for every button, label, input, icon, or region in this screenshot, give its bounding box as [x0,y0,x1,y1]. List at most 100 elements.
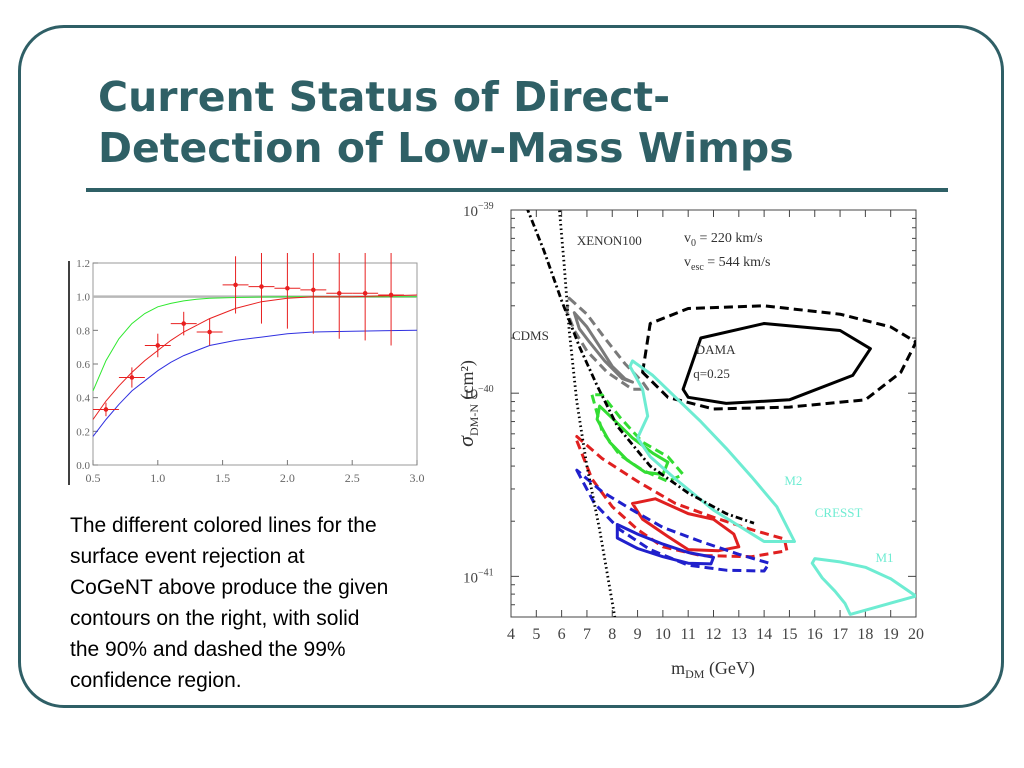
m2-contour-11 [628,359,796,543]
contour-9 [615,523,715,566]
contour-8 [575,435,789,559]
cdms-exclusion-line [526,210,755,525]
point-marker [311,287,316,293]
vesc-subscript: esc [691,262,704,273]
v0-symbol: v [684,231,691,246]
x-tick-label: 10 [655,626,671,643]
slide-title: Current Status of Direct- Detection of L… [98,72,898,174]
cogent-efficiency-chart: 0.0 0.2 0.4 0.6 0.8 1.0 1.2 0.5 1.0 1.5 2.0 2.5 3.0 [68,253,425,485]
x-axis-label-unit: (GeV) [704,658,754,679]
data-point [274,253,301,329]
caption-line-3: CoGeNT above produce the given [70,576,389,599]
slide-caption: The different colored lines for the surf… [70,510,465,696]
x-axis-label-sub: DM [685,667,705,681]
m1-contour-12 [810,557,916,616]
x-axis-label-m: m [671,658,685,678]
point-marker [362,291,368,296]
xenon100-label: XENON100 [577,233,642,248]
y-tick-label: 0.0 [76,460,90,472]
x-tick-label: 17 [832,626,848,643]
m2-label: M2 [784,473,802,488]
x-tick-label: 16 [807,626,823,643]
title-line-2: Detection of Low-Mass Wimps [98,124,794,172]
data-point [248,253,275,324]
v0-subscript: 0 [691,238,696,249]
x-tick-label: 2.0 [280,471,295,485]
x-tick-label: 12 [706,626,722,643]
x-tick-label: 9 [634,626,642,643]
point-marker [155,343,161,348]
y-tick-exponent: −39 [478,201,494,212]
x-tick-label: 0.5 [86,471,101,485]
y-tick-label: 0.4 [76,393,90,405]
vesc-value: = 544 km/s [704,255,771,270]
y-tick-mantissa: 10 [463,204,478,220]
caption-line-5: the 90% and dashed the 99% [70,638,346,661]
data-point [326,253,353,339]
x-tick-label: 8 [608,626,616,643]
y-tick-label: 0.8 [76,325,90,337]
x-tick-label: 7 [583,626,591,643]
x-tick-label: 2.5 [345,471,360,485]
data-point [300,253,327,334]
caption-line-4: contours on the right, with solid [70,607,360,630]
y-tick-label: 10−39 [463,201,494,220]
y-axis-label-sub: DM-N [467,404,481,436]
y-axis-label: σDM-N (cm²) [455,360,481,447]
y-tick-label: 0.2 [76,426,90,438]
series-line-3 [92,329,418,437]
x-axis-label: mDM (GeV) [671,658,755,681]
contour-5 [595,404,670,476]
point-marker [285,285,290,291]
title-line-1: Current Status of Direct- [98,73,671,121]
series-line-1 [92,296,417,392]
x-tick-label: 5 [532,626,540,643]
x-tick-label: 15 [781,626,797,643]
cresst-label: CRESST [815,505,863,520]
data-point [352,253,379,341]
contour-6 [590,393,685,483]
v0-value: = 220 km/s [696,231,763,246]
contour-3 [572,311,634,384]
x-tick-label: 11 [680,626,695,643]
y-tick-label: 1.2 [76,258,90,270]
y-tick-label: 10−40 [463,384,494,403]
y-tick-mantissa: 10 [463,570,478,586]
m1-label: M1 [876,550,894,565]
y-tick-label: 1.0 [76,292,90,304]
x-tick-label: 20 [908,626,924,643]
point-marker [103,407,109,412]
y-tick-exponent: −40 [478,384,494,395]
dama-label: DAMA [696,342,736,357]
title-underline [86,188,948,192]
y-tick-label: 0.6 [76,359,90,371]
contour-10 [575,468,771,573]
point-marker [207,329,212,335]
x-tick-label: 4 [507,626,515,643]
x-tick-label: 14 [756,626,772,643]
point-marker [336,291,342,296]
x-tick-label: 3.0 [410,471,425,485]
x-tick-label: 19 [883,626,899,643]
x-tick-label: 13 [731,626,747,643]
plot-area [526,210,916,617]
data-point [196,318,223,346]
y-axis-label-sigma: σ [455,435,478,447]
data-point [144,333,171,358]
vesc-annotation: vesc = 544 km/s [684,255,770,273]
series-line-2 [92,294,418,420]
data-point [222,256,249,314]
point-marker [388,292,394,298]
point-marker [181,321,187,326]
y-tick-exponent: −41 [478,567,494,578]
data-point [378,253,405,346]
x-tick-label: 1.5 [215,471,230,485]
data-point [118,367,145,388]
v0-annotation: v0 = 220 km/s [684,231,763,249]
point-marker [259,284,264,289]
x-tick-label: 6 [558,626,566,643]
xenon100-exclusion-line [558,210,617,617]
data-point [170,311,197,336]
slide-frame [18,25,1004,708]
data-point [93,402,119,417]
